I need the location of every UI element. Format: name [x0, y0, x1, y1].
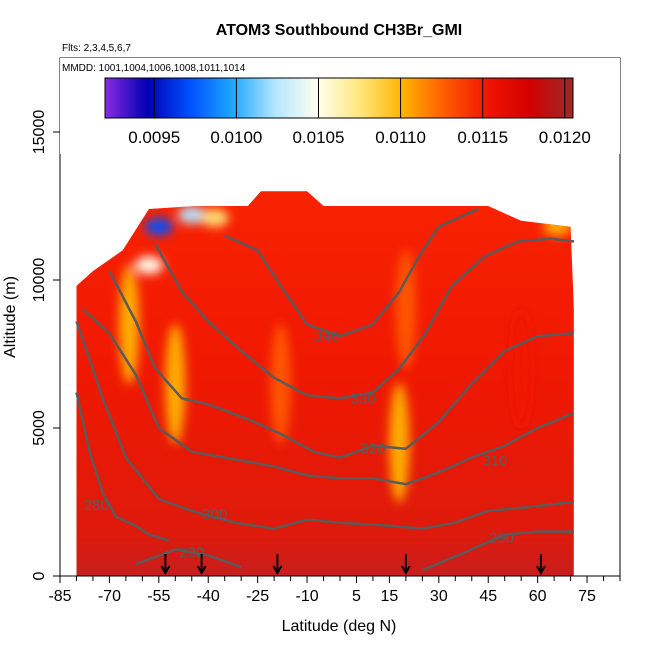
flight-arrows — [160, 554, 546, 576]
contour-label: 340 — [314, 328, 339, 345]
contour-line — [421, 530, 574, 572]
x-tick-label: 75 — [578, 588, 596, 605]
heatmap-anomaly — [134, 256, 163, 275]
dates-note: MMDD: 1001,1004,1006,1008,1011,1014 — [62, 63, 246, 74]
flight-arrow — [536, 554, 546, 576]
flight-arrow — [160, 554, 171, 576]
contour-line — [75, 392, 170, 542]
flight-arrow — [272, 554, 283, 576]
contour-line — [82, 308, 575, 486]
x-tick-label: -55 — [147, 588, 170, 605]
contour-label: 310 — [482, 453, 507, 470]
contour-label: 300 — [202, 506, 227, 523]
contour-lines: 280 290 290 300 310 320 330 340 — [75, 207, 575, 572]
x-tick-label: 5 — [352, 588, 361, 605]
chart-title: ATOM3 Southbound CH3Br_GMI — [216, 22, 463, 39]
y-tick-label: 15000 — [31, 110, 48, 155]
y-axis-label: Altitude (m) — [2, 276, 19, 358]
x-axis-label: Latitude (deg N) — [282, 618, 397, 635]
contour-label: 290 — [179, 544, 204, 561]
colorbar-tick-label: 0.0110 — [375, 128, 426, 147]
contour-line — [75, 320, 575, 530]
colorbar-tick-label: 0.0115 — [457, 128, 508, 147]
heatmap-anomaly — [165, 323, 186, 444]
colorbar — [104, 77, 574, 119]
y-tick-label: 5000 — [31, 410, 48, 446]
colorbar-ticks: 0.0095 0.0100 0.0105 0.0110 0.0115 0.0120 — [128, 78, 591, 147]
contour-line — [224, 207, 479, 338]
heatmap-anomaly — [511, 308, 532, 429]
heatmap-field — [76, 191, 574, 576]
y-tick-label: 10000 — [31, 258, 48, 303]
x-tick-label: -10 — [295, 588, 318, 605]
y-axis: 0 5000 10000 15000 — [31, 110, 60, 580]
x-tick-label: 15 — [381, 588, 399, 605]
heatmap-anomaly — [177, 205, 206, 224]
contour-line — [135, 548, 242, 569]
x-tick-label: -85 — [48, 588, 71, 605]
colorbar-legend: MMDD: 1001,1004,1006,1008,1011,1014 0.00… — [60, 58, 620, 154]
colorbar-tick-label: 0.0105 — [292, 128, 344, 147]
flight-arrow — [196, 554, 207, 576]
colorbar-tick-label: 0.0100 — [210, 128, 262, 147]
x-axis: -85 -70 -55 -40 -25 -10 5 15 30 45 60 75 — [48, 576, 621, 605]
contour-label: 330 — [351, 390, 376, 407]
flights-note: Flts: 2,3,4,5,6,7 — [62, 43, 131, 54]
x-tick-label: -25 — [246, 588, 269, 605]
heatmap-anomaly — [270, 323, 291, 444]
contour-label: 290 — [489, 530, 514, 547]
colorbar-tick-label: 0.0095 — [128, 128, 180, 147]
contour-line — [154, 237, 575, 400]
x-tick-label: 45 — [479, 588, 497, 605]
x-tick-label: -40 — [197, 588, 220, 605]
heatmap-anomaly — [543, 217, 572, 236]
x-tick-label: -70 — [98, 588, 121, 605]
heatmap-anomaly — [200, 208, 229, 227]
heatmap-anomaly — [144, 217, 173, 236]
contour-label: 280 — [84, 497, 109, 514]
heatmap-anomaly — [389, 382, 410, 503]
contour-line — [108, 270, 574, 459]
heatmap-anomaly — [395, 249, 416, 370]
contour-label: 320 — [360, 441, 385, 458]
x-tick-label: 60 — [529, 588, 547, 605]
plot-area: 280 290 290 300 310 320 330 340 — [75, 191, 575, 576]
flight-arrow — [401, 554, 411, 576]
x-tick-label: 30 — [430, 588, 448, 605]
y-tick-label: 0 — [31, 571, 48, 580]
colorbar-tick-label: 0.0120 — [539, 128, 591, 147]
